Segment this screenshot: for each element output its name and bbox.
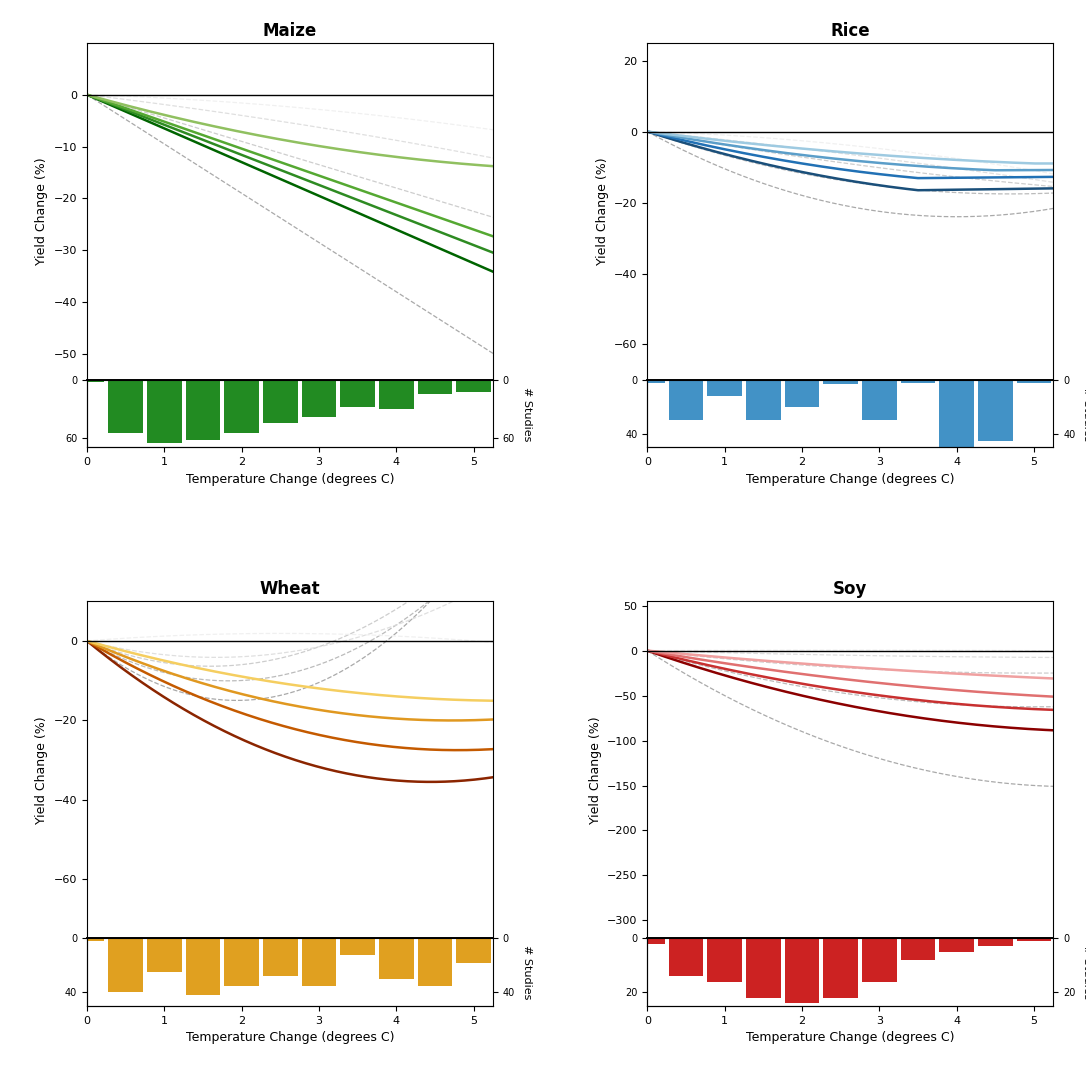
Bar (340, 380, 375, 407)
Bar (263, 380, 298, 424)
Bar (70, 380, 104, 382)
Bar (900, 938, 935, 960)
Bar (302, 380, 337, 416)
Bar (186, 380, 220, 440)
Y-axis label: # Studies: # Studies (1082, 386, 1086, 441)
Bar (302, 938, 337, 985)
X-axis label: Temperature Change (degrees C): Temperature Change (degrees C) (186, 1031, 394, 1044)
Bar (900, 380, 935, 383)
Bar (147, 938, 181, 972)
Bar (418, 380, 453, 395)
X-axis label: Temperature Change (degrees C): Temperature Change (degrees C) (186, 473, 394, 486)
Y-axis label: Yield Change (%): Yield Change (%) (35, 716, 48, 824)
Bar (707, 938, 742, 981)
Title: Wheat: Wheat (260, 580, 320, 598)
Y-axis label: Yield Change (%): Yield Change (%) (35, 157, 48, 265)
Bar (186, 938, 220, 995)
Y-axis label: # Studies: # Studies (1082, 945, 1086, 999)
Bar (939, 938, 974, 952)
Bar (379, 938, 414, 979)
Bar (978, 380, 1013, 441)
X-axis label: Temperature Change (degrees C): Temperature Change (degrees C) (746, 1031, 955, 1044)
Title: Soy: Soy (833, 580, 868, 598)
Y-axis label: # Studies: # Studies (521, 386, 532, 441)
Bar (1016, 938, 1051, 941)
X-axis label: Temperature Change (degrees C): Temperature Change (degrees C) (746, 473, 955, 486)
Title: Maize: Maize (263, 21, 317, 40)
Y-axis label: Yield Change (%): Yield Change (%) (589, 716, 602, 824)
Bar (746, 380, 781, 421)
Bar (746, 938, 781, 997)
Bar (784, 380, 820, 407)
Bar (224, 938, 258, 985)
Bar (456, 380, 491, 392)
Bar (70, 938, 104, 941)
Bar (109, 938, 143, 992)
Bar (862, 380, 897, 421)
Bar (379, 380, 414, 409)
Bar (109, 380, 143, 433)
Bar (418, 938, 453, 985)
Bar (1016, 380, 1051, 383)
Bar (862, 938, 897, 981)
Bar (630, 938, 665, 944)
Bar (784, 938, 820, 1003)
Bar (456, 938, 491, 963)
Bar (263, 938, 298, 976)
Bar (669, 938, 704, 976)
Bar (978, 938, 1013, 947)
Bar (224, 380, 258, 433)
Bar (340, 938, 375, 954)
Bar (630, 380, 665, 383)
Bar (707, 380, 742, 396)
Bar (823, 938, 858, 997)
Title: Rice: Rice (831, 21, 870, 40)
Y-axis label: # Studies: # Studies (521, 945, 532, 999)
Bar (823, 380, 858, 384)
Y-axis label: Yield Change (%): Yield Change (%) (595, 157, 608, 265)
Bar (669, 380, 704, 421)
Bar (939, 380, 974, 447)
Bar (147, 380, 181, 443)
